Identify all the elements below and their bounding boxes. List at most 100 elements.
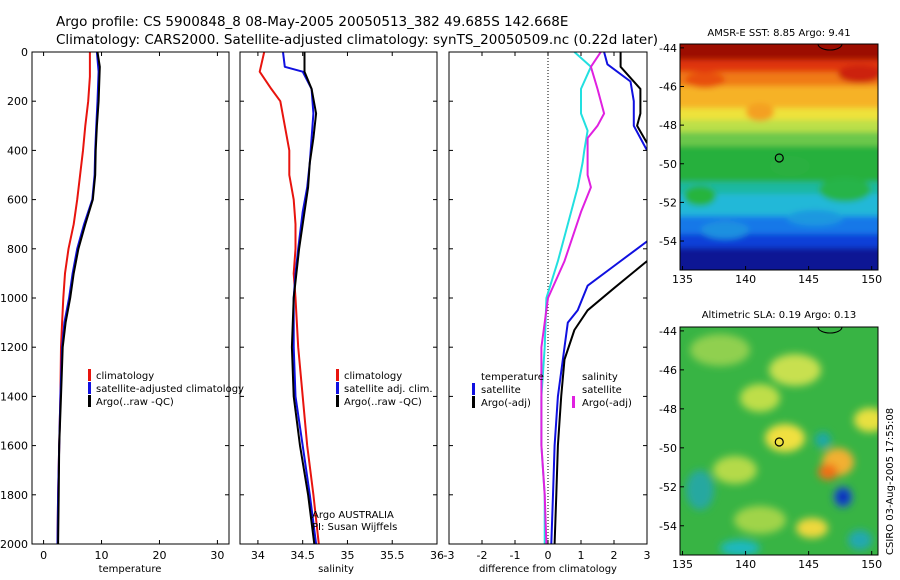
map-x-tick-label: 140	[735, 273, 756, 286]
sst-heatmap	[680, 44, 878, 270]
temperature-axes: 0 10 20 30 0 200 400 600 800 1000 1200 1400 1600 1800…	[0, 46, 229, 562]
y-tick-label: 1600	[0, 440, 28, 453]
x-tick-label: 34.5	[290, 549, 315, 562]
legend-swatch-satellite	[336, 382, 339, 394]
y-tick-label: 2000	[0, 538, 28, 551]
legend-label-argo-adj: Argo(-adj)	[582, 398, 632, 409]
map-y-tick-label: -50	[659, 158, 677, 171]
sla-profile-marker	[774, 326, 843, 447]
x-tick-label: 20	[152, 549, 166, 562]
series-line-2	[603, 52, 647, 151]
legend-swatch-climatology	[336, 369, 339, 381]
x-tick-label: 1	[578, 549, 585, 562]
map-x-tick-label: 150	[861, 558, 882, 571]
figure-title-line2: Climatology: CARS2000. Satellite-adjuste…	[56, 32, 658, 48]
sla-map-frame	[679, 326, 879, 556]
difference-legend-salinity: salinity satellite Argo(-adj)	[572, 372, 632, 409]
profile-location-circle	[774, 437, 784, 447]
y-tick-label: 0	[21, 46, 28, 59]
difference-series-lines	[540, 52, 647, 544]
legend-label-argo: Argo(..raw -QC)	[96, 397, 174, 408]
salinity-legend: climatology satellite adj. clim. Argo(..…	[336, 369, 433, 408]
x-tick-label: -1	[510, 549, 521, 562]
x-tick-label: 3	[644, 549, 651, 562]
legend-label-climatology: climatology	[96, 371, 154, 382]
sst-profile-marker	[774, 43, 843, 163]
legend-label-argo: Argo(..raw -QC)	[344, 397, 422, 408]
annotation-argo-australia: Argo AUSTRALIA	[312, 510, 394, 521]
map-x-tick-label: 145	[798, 558, 819, 571]
sst-map-axes: 135 140 145 150 -44 -46 -48 -50 -52 -54	[659, 42, 882, 286]
y-tick-label: 1200	[0, 341, 28, 354]
difference-legend-temperature: temperature satellite Argo(-adj)	[472, 372, 544, 409]
series-line-5	[540, 52, 606, 544]
x-tick-label: 36	[430, 549, 444, 562]
coastline-fragment	[817, 43, 843, 51]
x-tick-label: 2	[611, 549, 618, 562]
y-tick-label: 1000	[0, 292, 28, 305]
map-y-tick-label: -54	[659, 520, 677, 533]
salinity-axes: 34 34.5 35 35.5 36	[240, 51, 444, 562]
sla-map-axes: 135 140 145 150 -44 -46 -48 -50 -52 -54	[659, 325, 882, 571]
series-line-0	[550, 240, 647, 544]
series-line-0	[258, 52, 320, 544]
salinity-xlabel: salinity	[318, 564, 354, 575]
difference-xlabel: difference from climatology	[479, 564, 617, 575]
series-line-1	[553, 260, 647, 544]
legend-swatch-climatology	[88, 369, 91, 381]
sst-map-panel: AMSR-E SST: 8.85 Argo: 9.41	[659, 28, 882, 286]
salinity-series-lines	[258, 52, 320, 544]
map-x-tick-label: 135	[672, 558, 693, 571]
legend-swatch-satellite	[472, 383, 475, 395]
series-line-3	[619, 52, 647, 144]
profile-location-circle	[774, 153, 784, 163]
y-tick-label: 1800	[0, 489, 28, 502]
legend-label-climatology: climatology	[344, 371, 402, 382]
difference-panel: -3 -2 -1 0 1 2 3 difference from climatology t…	[444, 51, 651, 575]
temperature-legend: climatology satellite-adjusted climatolo…	[88, 369, 244, 408]
map-x-tick-label: 135	[672, 273, 693, 286]
legend-swatch-argo-adj	[572, 396, 575, 408]
map-y-tick-label: -44	[659, 325, 677, 338]
x-tick-label: 34	[251, 549, 265, 562]
temperature-series-lines	[56, 52, 101, 544]
x-tick-label: 10	[95, 549, 109, 562]
sst-map-frame	[679, 43, 879, 271]
map-y-tick-label: -52	[659, 481, 677, 494]
legend-label-satellite: satellite	[582, 385, 622, 396]
y-tick-label: 1400	[0, 390, 28, 403]
series-line-2	[290, 52, 318, 544]
coastline-fragment	[817, 326, 843, 334]
map-y-tick-label: -46	[659, 80, 677, 93]
map-y-tick-label: -50	[659, 442, 677, 455]
x-tick-label: 35.5	[380, 549, 405, 562]
temperature-plot-frame	[31, 51, 230, 545]
side-timestamp-label: CSIRO 03-Aug-2005 17:55:08	[885, 408, 896, 555]
map-y-tick-label: -52	[659, 196, 677, 209]
series-line-2	[57, 52, 101, 544]
legend-swatch-argo	[336, 395, 339, 407]
sst-map-title: AMSR-E SST: 8.85 Argo: 9.41	[707, 28, 850, 39]
map-y-tick-label: -44	[659, 42, 677, 55]
map-x-tick-label: 150	[861, 273, 882, 286]
map-y-tick-label: -46	[659, 364, 677, 377]
temperature-panel: 0 10 20 30 0 200 400 600 800 1000 1200 1400 1600 1800…	[0, 46, 244, 575]
annotation-pi: PI: Susan Wijffels	[312, 522, 397, 533]
y-tick-label: 600	[7, 194, 28, 207]
legend-label-temperature: temperature	[481, 372, 544, 383]
x-tick-label: -3	[444, 549, 455, 562]
y-tick-label: 400	[7, 144, 28, 157]
legend-label-salinity: salinity	[582, 372, 618, 383]
map-y-tick-label: -48	[659, 119, 677, 132]
sla-heatmap	[680, 327, 878, 555]
legend-label-satellite: satellite-adjusted climatology	[96, 384, 244, 395]
legend-label-satellite: satellite adj. clim.	[344, 384, 433, 395]
sla-map-panel: Altimetric SLA: 0.19 Argo: 0.13	[659, 310, 882, 571]
legend-swatch-argo	[88, 395, 91, 407]
x-tick-label: 30	[210, 549, 224, 562]
sla-map-title: Altimetric SLA: 0.19 Argo: 0.13	[702, 310, 857, 321]
legend-label-satellite: satellite	[481, 385, 521, 396]
legend-label-argo-adj: Argo(-adj)	[481, 398, 531, 409]
legend-swatch-satellite	[88, 382, 91, 394]
